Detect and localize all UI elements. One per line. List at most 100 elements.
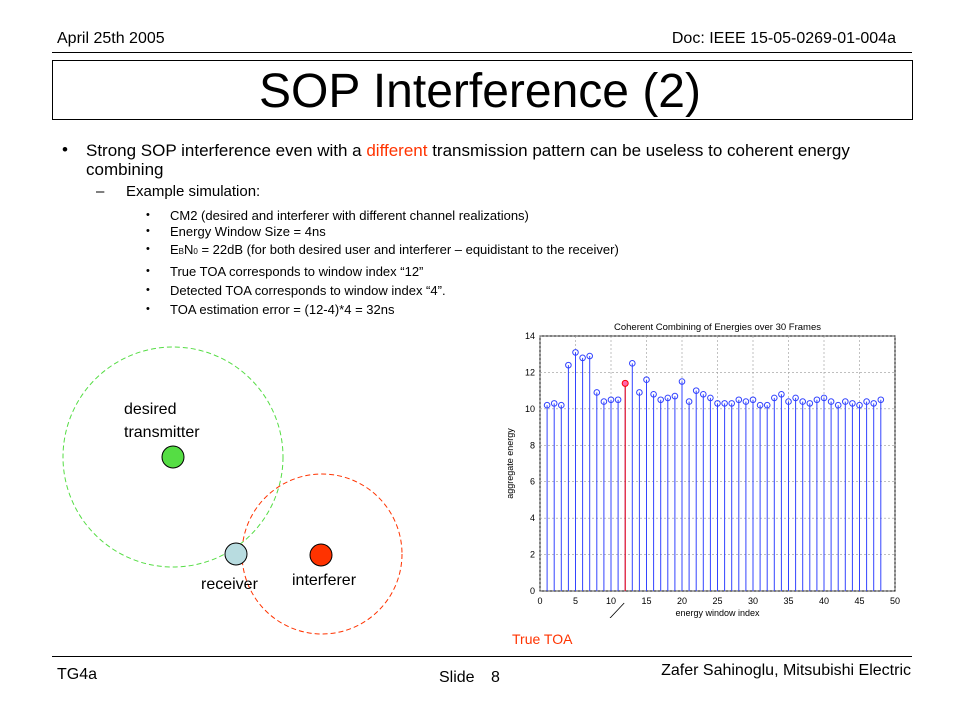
stem-marker — [756, 401, 764, 409]
stem-marker — [572, 349, 579, 356]
x-axis-label: energy window index — [675, 608, 760, 618]
stem-marker — [813, 396, 821, 404]
item-dot: • — [146, 284, 150, 296]
y-axis-label: aggregate energy — [505, 428, 515, 499]
bullet-highlight: different — [366, 141, 428, 160]
stem-marker — [558, 401, 565, 409]
stem-marker — [593, 389, 601, 396]
x-tick-label: 45 — [854, 596, 864, 606]
stem-marker — [877, 396, 885, 404]
list-item: TOA estimation error = (12-4)*4 = 32ns — [170, 302, 395, 317]
stem-marker — [842, 398, 849, 405]
stem-marker — [685, 398, 693, 405]
y-tick-label: 12 — [525, 367, 535, 377]
stem-marker — [707, 394, 714, 402]
stem-marker — [586, 352, 593, 360]
stem-marker — [650, 390, 657, 398]
stem-marker — [792, 394, 799, 402]
header-doc-id: Doc: IEEE 15-05-0269-01-004a — [671, 30, 896, 47]
stem-marker — [785, 398, 792, 405]
y-tick-label: 14 — [525, 331, 535, 341]
stem-marker — [820, 394, 828, 402]
desired-label-2: transmitter — [124, 424, 200, 441]
x-tick-label: 50 — [890, 596, 900, 606]
item-dot: • — [146, 209, 150, 221]
receiver-label: receiver — [201, 576, 258, 593]
stem-marker — [806, 400, 814, 407]
stem-marker — [629, 360, 636, 367]
ebno-sub-b: B — [178, 247, 185, 256]
header-date: April 25th 2005 — [57, 30, 165, 47]
stem-marker — [771, 394, 778, 402]
stem-marker — [834, 401, 842, 409]
y-tick-label: 6 — [530, 477, 535, 487]
stem-marker — [543, 401, 551, 409]
y-tick-label: 10 — [525, 404, 535, 414]
x-tick-label: 10 — [606, 596, 616, 606]
stem-marker — [692, 387, 700, 394]
x-tick-label: 35 — [783, 596, 793, 606]
stem-marker — [565, 361, 572, 369]
stem-marker — [721, 400, 728, 407]
stem-marker — [700, 390, 707, 398]
list-item-ebno: EBN0 = 22dB (for both desired user and i… — [170, 242, 619, 257]
page-title: SOP Interference (2) — [259, 65, 701, 118]
stem-marker — [636, 389, 643, 396]
y-tick-label: 8 — [530, 440, 535, 450]
desired-label-1: desired — [124, 401, 177, 418]
stem-marker — [778, 390, 785, 398]
stem-marker — [749, 396, 757, 404]
ebno-sub-0: 0 — [193, 247, 198, 256]
stem-marker — [849, 400, 856, 407]
stem-marker — [799, 398, 807, 405]
stem-marker — [643, 376, 650, 384]
footer-left: TG4a — [57, 666, 98, 683]
slide-number: 8 — [491, 669, 500, 686]
true-toa-pointer — [609, 602, 625, 618]
item-dot: • — [146, 225, 150, 237]
stem-marker — [856, 401, 863, 409]
interferer-label: interferer — [292, 572, 357, 589]
sub-heading: Example simulation: — [126, 183, 261, 200]
true-toa-label: True TOA — [512, 631, 573, 647]
stem-marker — [614, 396, 622, 404]
footer-rule — [52, 656, 912, 657]
list-item: True TOA corresponds to window index “12… — [170, 264, 424, 279]
x-tick-label: 40 — [819, 596, 829, 606]
stem-marker — [671, 392, 679, 400]
item-dot: • — [146, 243, 150, 255]
stem-marker — [728, 400, 735, 407]
y-tick-label: 0 — [530, 586, 535, 596]
stem-marker — [735, 396, 743, 404]
footer-author: Zafer Sahinoglu, Mitsubishi Electric — [661, 662, 911, 679]
stem-marker — [870, 400, 878, 407]
list-item: Detected TOA corresponds to window index… — [170, 283, 446, 298]
desired-transmitter-node — [161, 445, 185, 469]
bullet-text-post: transmission pattern can be useless to c… — [86, 141, 850, 179]
stem-marker — [600, 398, 608, 405]
header-rule — [52, 52, 912, 53]
x-tick-label: 15 — [641, 596, 651, 606]
slide-label: Slide — [439, 669, 475, 686]
x-tick-label: 30 — [748, 596, 758, 606]
true-toa-marker — [621, 379, 629, 387]
interference-diagram — [62, 346, 403, 635]
stem-marker — [657, 396, 664, 404]
ebno-e: E — [170, 242, 179, 257]
desired-range-circle — [62, 346, 284, 568]
stem-marker — [579, 354, 586, 362]
stem-marker — [678, 378, 686, 385]
bullet-text-pre: Strong SOP interference even with a — [86, 141, 367, 160]
y-tick-label: 2 — [530, 550, 535, 560]
ebno-rest: = 22dB (for both desired user and interf… — [197, 242, 619, 257]
sub-dash: – — [96, 183, 105, 200]
chart-title: Coherent Combining of Energies over 30 F… — [614, 322, 821, 333]
list-item: Energy Window Size = 4ns — [170, 224, 326, 239]
ebno-n: N — [184, 242, 194, 257]
list-item: CM2 (desired and interferer with differe… — [170, 208, 529, 223]
x-tick-label: 0 — [537, 596, 542, 606]
interferer-node — [309, 543, 333, 567]
stem-marker — [827, 398, 835, 405]
x-tick-label: 5 — [573, 596, 578, 606]
stem-marker — [763, 401, 771, 409]
